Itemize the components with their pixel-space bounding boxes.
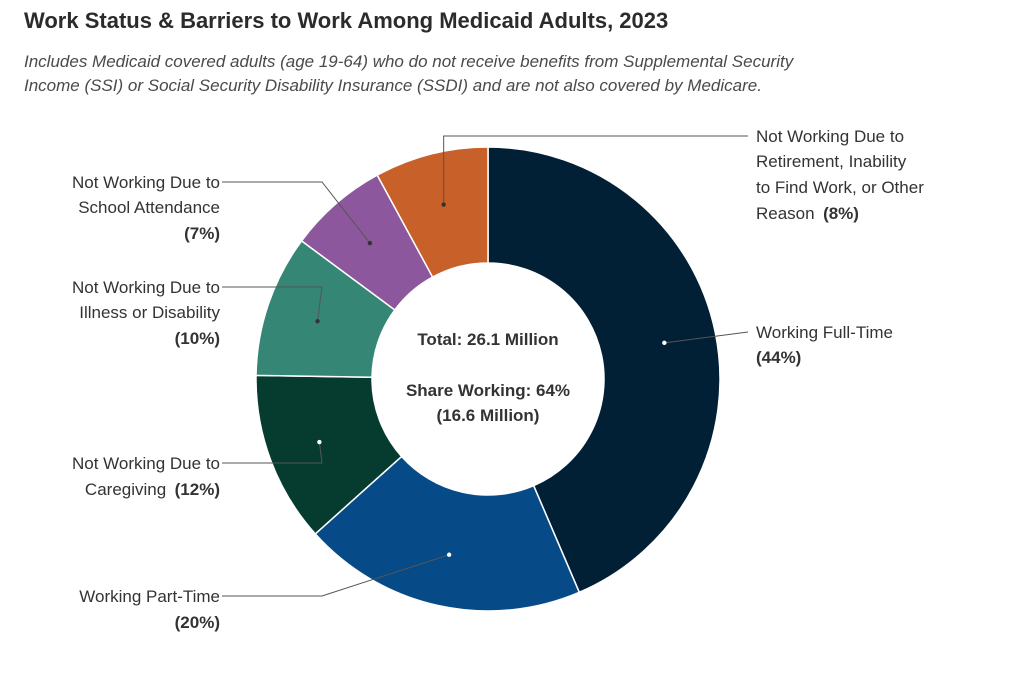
leader-line-school: [222, 181, 371, 244]
leader-line-full-time: [664, 331, 749, 344]
slice-other: [376, 146, 489, 279]
slice-full-time: [487, 146, 721, 594]
label-illness-pct: (10%): [175, 329, 220, 348]
leader-dot-full-time: [662, 340, 667, 346]
label-caregiving-line1: Not Working Due to: [72, 454, 220, 473]
label-full-time-pct: (44%): [756, 348, 801, 367]
leader-line-other: [443, 135, 748, 205]
chart-subtitle: Includes Medicaid covered adults (age 19…: [24, 50, 984, 98]
label-school-line2: School Attendance: [78, 198, 220, 217]
label-part-time: Working Part-Time: [79, 587, 220, 606]
label-other-line2: Retirement, Inability: [756, 152, 907, 171]
donut-slices: [255, 146, 721, 612]
label-other-line1: Not Working Due to: [756, 127, 904, 146]
leader-dot-illness: [315, 319, 320, 324]
label-illness-line2: Illness or Disability: [79, 303, 220, 322]
leader-line-caregiving: [222, 441, 323, 464]
label-caregiving-line2-group: Caregiving (12%): [85, 480, 220, 499]
center-share-working: Share Working: 64%: [406, 381, 570, 400]
label-full-time: Working Full-Time: [756, 323, 893, 342]
subtitle-line-1: Includes Medicaid covered adults (age 19…: [24, 52, 794, 71]
leader-line-illness: [222, 286, 323, 322]
label-other-line4-group: Reason (8%): [756, 204, 859, 223]
chart-title: Work Status & Barriers to Work Among Med…: [24, 8, 669, 33]
label-illness-line1: Not Working Due to: [72, 278, 220, 297]
label-other-line4: Reason: [756, 204, 815, 223]
leader-dot-school: [367, 240, 373, 246]
label-school-pct: (7%): [184, 224, 220, 243]
label-caregiving-line2: Caregiving: [85, 480, 166, 499]
center-share-count: (16.6 Million): [437, 406, 540, 425]
slice-part-time: [314, 455, 581, 612]
leader-dot-caregiving: [317, 439, 322, 445]
leader-line-part-time: [222, 554, 450, 597]
label-other-pct: (8%): [823, 204, 859, 223]
leader-dot-part-time: [446, 552, 452, 557]
leader-dot-other: [441, 202, 446, 207]
label-school-line1: Not Working Due to: [72, 173, 220, 192]
label-caregiving-pct: (12%): [175, 480, 220, 499]
center-total: Total: 26.1 Million: [417, 330, 558, 349]
label-part-time-pct: (20%): [175, 613, 220, 632]
leader-lines: [222, 135, 749, 597]
subtitle-line-2: Income (SSI) or Social Security Disabili…: [24, 76, 762, 95]
label-other-line3: to Find Work, or Other: [756, 178, 924, 197]
